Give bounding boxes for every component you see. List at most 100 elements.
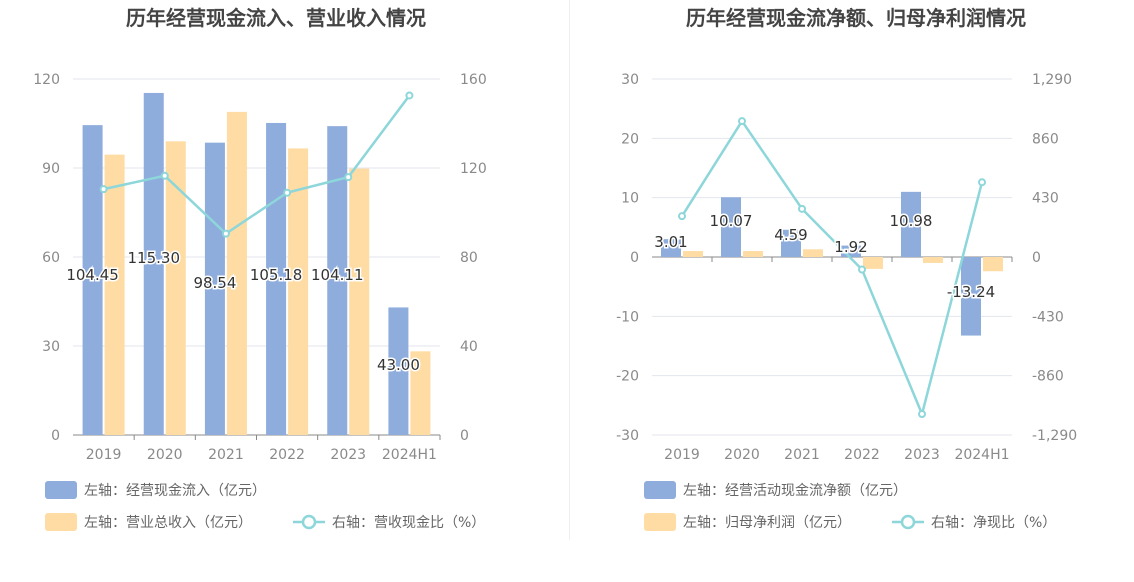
bar-data-label: 3.01 [654,233,687,251]
y-right-tick-label: -860 [1032,369,1064,385]
legend-label: 左轴：经营活动现金流净额（亿元） [683,483,907,499]
y-left-tick-label: 90 [42,161,60,177]
x-tick-label: 2019 [664,447,700,463]
bar-primary [204,142,225,435]
ratio-point [221,229,230,238]
x-tick-label: 2020 [147,447,183,463]
panel-divider [569,0,570,540]
bar-primary [901,191,921,257]
bar-data-label: 98.54 [193,274,236,292]
y-right-tick-label: -1,290 [1032,428,1077,444]
bar-secondary [683,251,703,257]
ratio-point [405,91,414,100]
bar-data-label: 115.30 [128,249,181,267]
x-tick-label: 2023 [904,447,940,463]
x-tick-label: 2019 [86,447,122,463]
bar-secondary [863,257,883,269]
legend-label: 右轴：营收现金比（%） [332,515,485,531]
y-left-tick-label: 120 [33,72,60,88]
legend-label: 左轴：经营现金流入（亿元） [84,483,266,499]
ratio-point [858,265,866,274]
y-left-tick-label: -30 [616,428,639,444]
bar-secondary [104,154,125,435]
bar-secondary [983,257,1003,272]
bar-primary [82,125,103,436]
y-right-tick-label: 860 [1032,131,1059,147]
y-right-tick-label: 160 [460,72,487,88]
legend-label: 左轴：归母净利润（亿元） [683,514,851,531]
legend-label: 左轴：营业总收入（亿元） [84,515,252,531]
legend-bar-swatch [644,481,676,499]
ratio-point [160,171,169,180]
legend-line-marker [900,514,916,530]
bar-data-label: 105.18 [250,266,303,284]
chart-cash-inflow-revenue: 历年经营现金流入、营业收入情况 0 30 60 90 120 0 40 80 120 160 2019… [33,6,487,531]
bar-data-label: 43.00 [377,356,420,374]
y-left-tick-label: 0 [630,250,639,266]
ratio-point [344,173,353,182]
ratio-point [283,188,292,197]
chart-title: 历年经营现金流净额、归母净利润情况 [686,6,1026,30]
ratio-point [738,117,746,126]
legend-label: 右轴：净现比（%） [931,515,1056,531]
bar-primary [327,126,348,436]
y-right-tick-label: 1,290 [1032,72,1072,88]
chart-net-cashflow-profit: 历年经营现金流净额、归母净利润情况 -30 -20 -10 0 10 20 30 -1,290 -… [616,6,1077,531]
bar-secondary [165,141,186,436]
y-left-tick-label: 20 [621,131,639,147]
y-right-tick-label: 0 [1032,250,1041,266]
y-left-tick-label: 0 [51,428,60,444]
ratio-point [918,410,926,419]
y-left-tick-label: 60 [42,250,60,266]
legend-bar-swatch [45,481,77,499]
y-left-tick-label: 30 [621,72,639,88]
ratio-point [99,185,108,194]
bar-primary [841,245,861,257]
y-right-tick-label: 120 [460,161,487,177]
bar-secondary [226,111,247,436]
x-tick-label: 2021 [208,447,244,463]
x-tick-label: 2023 [330,447,366,463]
ratio-point [798,204,806,213]
bar-secondary [349,168,370,436]
x-tick-label: 2021 [784,447,820,463]
y-left-tick-label: -20 [616,369,639,385]
bar-primary [721,197,741,257]
bar-secondary [288,148,309,436]
x-tick-label: 2024H1 [382,447,437,463]
legend-line-marker [301,514,317,530]
bar-primary [388,307,409,435]
chart-title: 历年经营现金流入、营业收入情况 [126,6,426,30]
y-right-tick-label: 40 [460,339,478,355]
ratio-point [978,178,986,187]
bar-primary [266,122,287,435]
y-right-tick-label: 80 [460,250,478,266]
ratio-line [680,118,984,418]
x-tick-label: 2022 [844,447,880,463]
bar-data-label: 1.92 [834,238,867,256]
bar-primary [961,257,981,336]
ratio-point [678,212,686,221]
x-tick-label: 2020 [724,447,760,463]
bar-primary [781,229,801,257]
ratio-line [103,94,411,236]
y-right-tick-label: 0 [460,428,469,444]
bar-secondary [743,251,763,257]
bar-primary [661,239,681,257]
bar-data-label: 4.59 [774,226,807,244]
bar-secondary [923,257,943,263]
legend-bar-swatch [644,513,676,531]
y-left-tick-label: -10 [616,309,639,325]
y-right-tick-label: 430 [1032,191,1059,207]
bar-data-label: 104.45 [66,266,119,284]
bar-data-label: 104.11 [311,266,364,284]
bar-secondary [410,351,431,435]
legend-bar-swatch [45,513,77,531]
x-tick-label: 2022 [269,447,305,463]
bar-data-label: -13.24 [947,283,995,301]
y-right-tick-label: -430 [1032,309,1064,325]
bar-data-label: 10.98 [890,212,933,230]
y-left-tick-label: 10 [621,191,639,207]
y-left-tick-label: 30 [42,339,60,355]
